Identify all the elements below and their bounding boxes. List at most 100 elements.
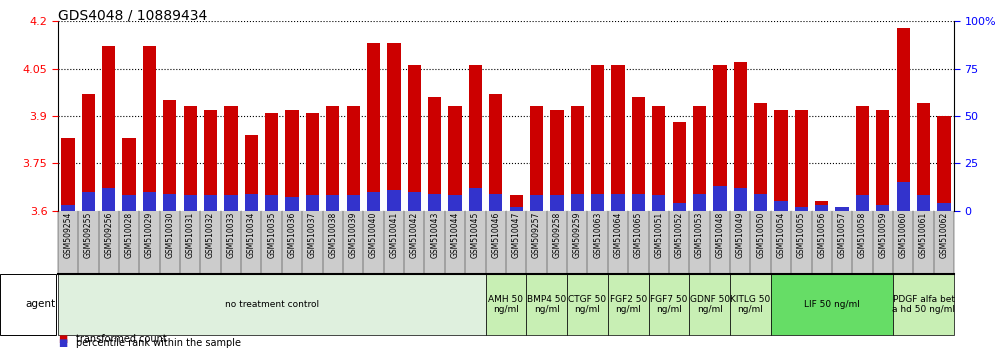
Bar [571,107,584,211]
Bar [591,194,605,211]
Bar [815,201,829,211]
Bar [795,110,808,211]
Bar [82,94,95,211]
Bar [163,100,176,211]
Bar [102,46,116,211]
Bar [62,205,75,211]
Bar [224,195,238,211]
Text: FGF2 50
ng/ml: FGF2 50 ng/ml [610,295,646,314]
Bar [652,107,665,211]
Bar [693,194,706,211]
Bar [367,43,380,211]
Bar [754,194,767,211]
Bar [856,107,870,211]
Text: FGF7 50
ng/ml: FGF7 50 ng/ml [650,295,687,314]
Bar [265,113,278,211]
Bar [713,186,726,211]
Bar [306,195,319,211]
Bar [387,43,400,211]
Text: AMH 50
ng/ml: AMH 50 ng/ml [488,295,524,314]
Bar [836,207,849,211]
Bar [937,116,950,211]
Bar [896,28,910,211]
Text: LIF 50 ng/ml: LIF 50 ng/ml [804,300,860,309]
Bar [265,195,278,211]
Text: GDNF 50
ng/ml: GDNF 50 ng/ml [689,295,730,314]
Bar [571,194,584,211]
Bar [102,188,116,211]
Bar [612,194,624,211]
Bar [204,110,217,211]
Bar [286,110,299,211]
Bar [306,113,319,211]
Bar [612,65,624,211]
Bar [347,195,360,211]
Bar [876,110,889,211]
Bar [123,138,135,211]
Bar [856,195,870,211]
Bar [734,188,747,211]
Bar [142,46,156,211]
Bar [204,195,217,211]
Bar [489,94,502,211]
Text: PDGF alfa bet
a hd 50 ng/ml: PDGF alfa bet a hd 50 ng/ml [892,295,955,314]
Bar [82,192,95,211]
Text: no treatment control: no treatment control [225,300,319,309]
Bar [672,122,686,211]
Bar [469,65,482,211]
Bar [407,65,421,211]
Bar [591,65,605,211]
Bar [795,207,808,211]
Text: KITLG 50
ng/ml: KITLG 50 ng/ml [730,295,771,314]
Bar [917,195,930,211]
Text: CTGF 50
ng/ml: CTGF 50 ng/ml [569,295,607,314]
Bar [245,194,258,211]
Text: BMP4 50
ng/ml: BMP4 50 ng/ml [527,295,567,314]
Bar [631,194,645,211]
Text: agent: agent [25,299,55,309]
Bar [917,103,930,211]
Bar [713,65,726,211]
Bar [489,194,502,211]
Bar [734,62,747,211]
Bar [123,195,135,211]
Bar [286,198,299,211]
Bar [428,97,441,211]
Bar [428,194,441,211]
Bar [387,190,400,211]
Bar [836,211,849,236]
Bar [326,195,340,211]
Bar [407,192,421,211]
Bar [183,195,197,211]
Bar [510,207,523,211]
Text: ■: ■ [58,338,67,348]
Bar [163,194,176,211]
Bar [530,107,543,211]
Bar [754,103,767,211]
Bar [652,195,665,211]
Bar [896,182,910,211]
Bar [876,205,889,211]
Bar [469,188,482,211]
Bar [326,107,340,211]
Text: percentile rank within the sample: percentile rank within the sample [76,338,241,348]
Bar [937,203,950,211]
Bar [347,107,360,211]
Bar [693,107,706,211]
Bar [550,195,564,211]
Bar [245,135,258,211]
Bar [448,195,462,211]
Bar [774,110,788,211]
Text: transformed count: transformed count [76,334,166,344]
Bar [510,195,523,211]
Bar [631,97,645,211]
Bar [815,205,829,211]
Bar [530,195,543,211]
Bar [367,192,380,211]
Bar [183,107,197,211]
Bar [550,110,564,211]
Bar [62,138,75,211]
Text: ■: ■ [58,334,67,344]
Text: GDS4048 / 10889434: GDS4048 / 10889434 [58,9,207,23]
Bar [142,192,156,211]
